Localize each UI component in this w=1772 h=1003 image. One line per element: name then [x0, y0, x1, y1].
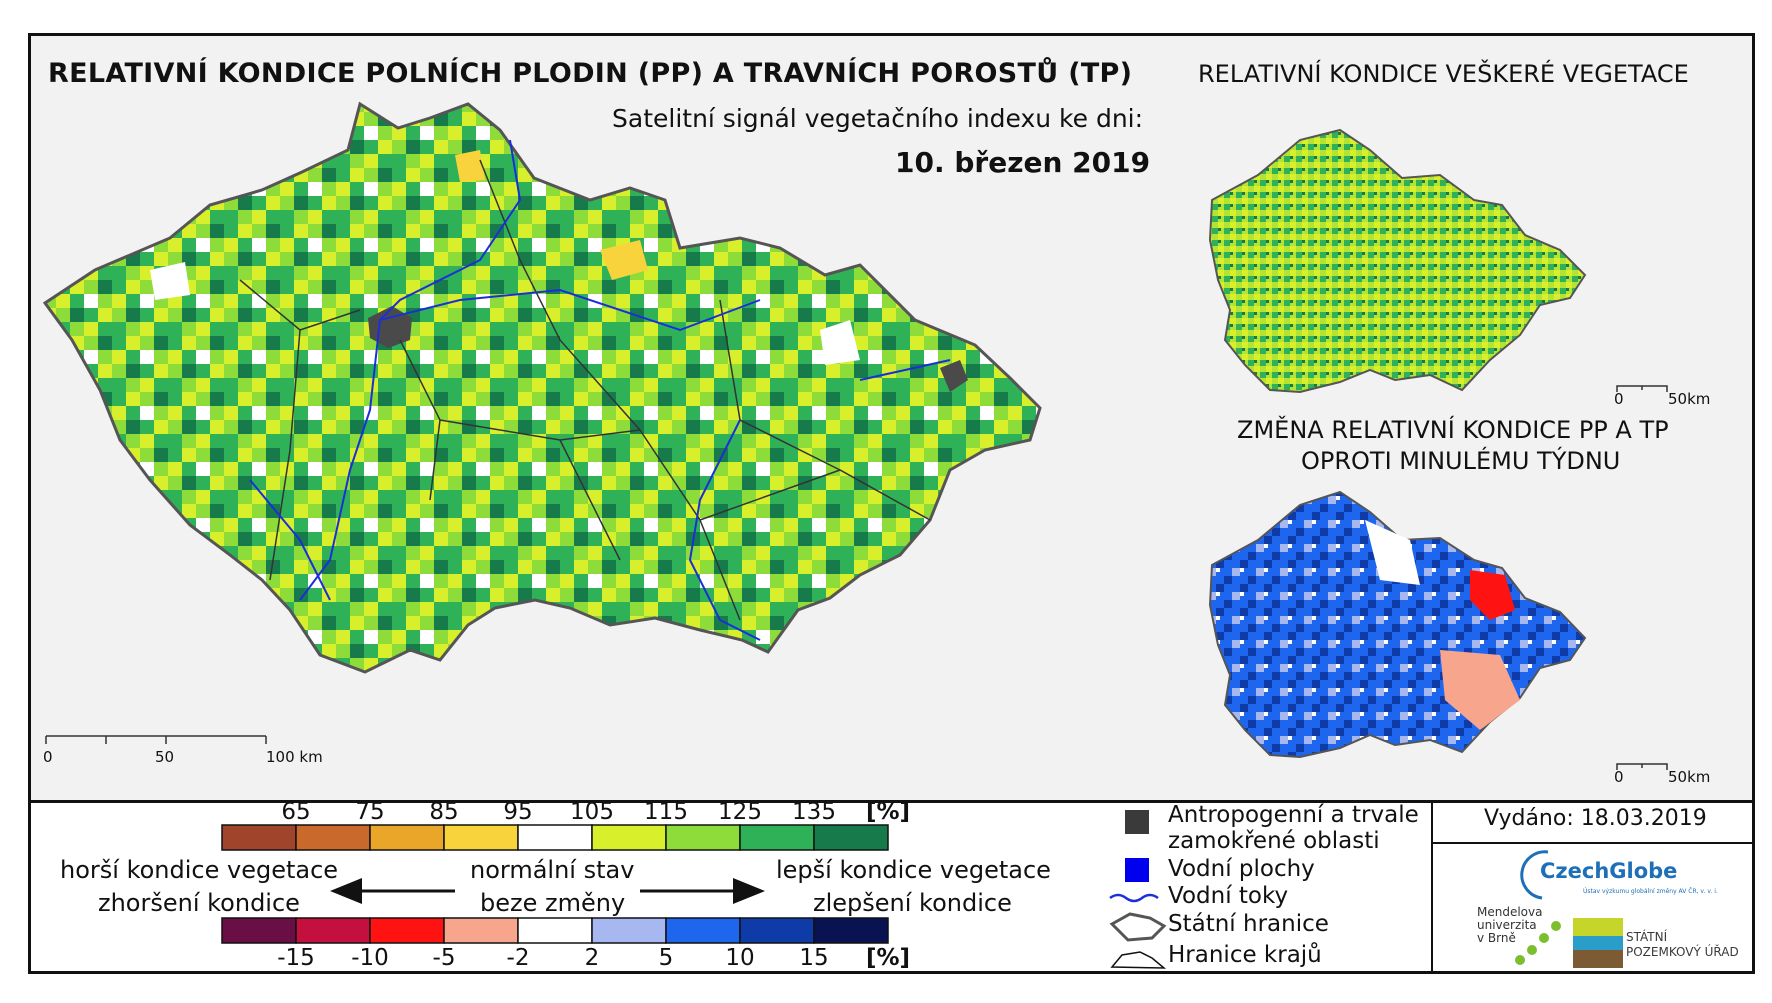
- subtitle: Satelitní signál vegetačního indexu ke d…: [612, 104, 1144, 133]
- better-arrow: [640, 878, 765, 904]
- better-text-1: lepší kondice vegetace: [776, 856, 1051, 884]
- rivers: [249, 139, 951, 641]
- change-tick-label: 15: [799, 945, 829, 971]
- yellow-patch: [600, 240, 648, 280]
- rivers-label: Vodní toky: [1168, 883, 1289, 909]
- map-date: 10. březen 2019: [895, 146, 1151, 179]
- change-swatch: [591, 917, 667, 944]
- change-tick-label: 5: [658, 945, 674, 971]
- condition-tick-label: 85: [429, 799, 459, 825]
- state-border-swatch: [1109, 912, 1167, 942]
- change-unit: [%]: [866, 945, 911, 971]
- issued-date: Vydáno: 18.03.2019: [1484, 806, 1707, 831]
- change-swatch: [443, 917, 519, 944]
- inset-vegetation-scale: [1616, 385, 1668, 392]
- worse-text-1: horší kondice vegetace: [60, 856, 339, 884]
- condition-tick-label: 75: [355, 799, 385, 825]
- main-scale-bar: [45, 735, 267, 744]
- change-swatch: [665, 917, 741, 944]
- main-map: [42, 101, 1042, 674]
- condition-color-bar: [221, 824, 889, 851]
- change-swatch: [739, 917, 815, 944]
- change-red-area: [1470, 570, 1515, 620]
- main-scale-100: 100 km: [266, 748, 323, 766]
- condition-swatch: [295, 824, 371, 851]
- water-swatch: [1125, 858, 1149, 882]
- region-border-swatch: [1110, 951, 1167, 969]
- condition-swatch: [665, 824, 741, 851]
- condition-tick-label: 115: [644, 799, 688, 825]
- inset-vegetation-country: [1208, 128, 1587, 394]
- normal-text-1: normální stav: [470, 856, 635, 884]
- veg-scale-0: 0: [1614, 390, 1624, 408]
- condition-swatch: [739, 824, 815, 851]
- condition-swatch: [443, 824, 519, 851]
- white-patch-2: [150, 262, 190, 300]
- anthropogenic-swatch: [1125, 810, 1149, 834]
- condition-tick-label: 105: [570, 799, 614, 825]
- inset-change-title-2: OPROTI MINULÉMU TÝDNU: [1301, 447, 1621, 475]
- change-white-area: [1365, 520, 1420, 585]
- change-swatch: [295, 917, 371, 944]
- change-swatch: [369, 917, 445, 944]
- yellow-patch-2: [455, 150, 485, 182]
- issued-divider: [1431, 800, 1755, 974]
- change-swatch: [813, 917, 889, 944]
- mendel-logo-text: Mendelova univerzita v Brně: [1477, 905, 1543, 945]
- condition-swatch: [221, 824, 297, 851]
- condition-unit: [%]: [866, 799, 911, 825]
- change-tick-label: -15: [277, 945, 315, 971]
- czechglobe-logo: [1520, 850, 1549, 900]
- inset-change-map: [1208, 490, 1587, 759]
- condition-swatch: [517, 824, 593, 851]
- spu-logo-mark: [1573, 918, 1623, 968]
- change-swatch: [517, 917, 593, 944]
- condition-tick-label: 125: [718, 799, 762, 825]
- change-swatch: [221, 917, 297, 944]
- veg-scale-50: 50km: [1668, 390, 1711, 408]
- worse-text-2: zhoršení kondice: [98, 889, 300, 917]
- main-title: RELATIVNÍ KONDICE POLNÍCH PLODIN (PP) A …: [48, 58, 1133, 89]
- main-map-country: [42, 101, 1042, 674]
- main-scale-0: 0: [43, 748, 53, 766]
- anthropogenic-label-1: Antropogenní a trvale: [1168, 802, 1419, 828]
- condition-swatch: [813, 824, 889, 851]
- spu-logo-text: STÁTNÍ POZEMKOVÝ ÚŘAD: [1626, 930, 1739, 959]
- czechglobe-logo-text: CzechGlobe: [1540, 859, 1678, 883]
- condition-swatch: [369, 824, 445, 851]
- change-salmon-area: [1440, 650, 1520, 730]
- region-border-label: Hranice krajů: [1168, 942, 1322, 968]
- condition-tick-label: 65: [281, 799, 311, 825]
- better-text-2: zlepšení kondice: [813, 889, 1012, 917]
- river-swatch: [1109, 893, 1159, 903]
- czechglobe-logo-subtext: Ústav výzkumu globální změny AV ČR, v. v…: [1583, 888, 1718, 895]
- white-patch: [820, 320, 860, 365]
- anthropogenic-label-2: zamokřené oblasti: [1168, 828, 1380, 854]
- mendel-logo-dots: [1515, 921, 1561, 965]
- state-border-label: Státní hranice: [1168, 911, 1329, 937]
- change-tick-label: -10: [351, 945, 389, 971]
- main-scale-50: 50: [155, 748, 175, 766]
- inset-change-title-1: ZMĚNA RELATIVNÍ KONDICE PP A TP: [1237, 416, 1669, 444]
- condition-tick-label: 95: [503, 799, 533, 825]
- inset-vegetation-title: RELATIVNÍ KONDICE VEŠKERÉ VEGETACE: [1198, 60, 1689, 88]
- chg-scale-0: 0: [1614, 768, 1624, 786]
- change-color-bar: [221, 917, 889, 944]
- change-tick-label: 2: [584, 945, 600, 971]
- condition-tick-label: 135: [792, 799, 836, 825]
- inset-change-scale: [1616, 763, 1668, 770]
- worse-arrow: [330, 878, 455, 904]
- change-tick-label: 10: [725, 945, 755, 971]
- normal-text-2: beze změny: [480, 889, 626, 917]
- condition-swatch: [591, 824, 667, 851]
- ostrava-area: [940, 360, 968, 392]
- change-tick-label: -2: [506, 945, 530, 971]
- chg-scale-50: 50km: [1668, 768, 1711, 786]
- inset-change-country: [1208, 490, 1587, 759]
- water-areas-label: Vodní plochy: [1168, 856, 1315, 882]
- change-tick-label: -5: [432, 945, 456, 971]
- inset-vegetation-map: [1208, 128, 1587, 394]
